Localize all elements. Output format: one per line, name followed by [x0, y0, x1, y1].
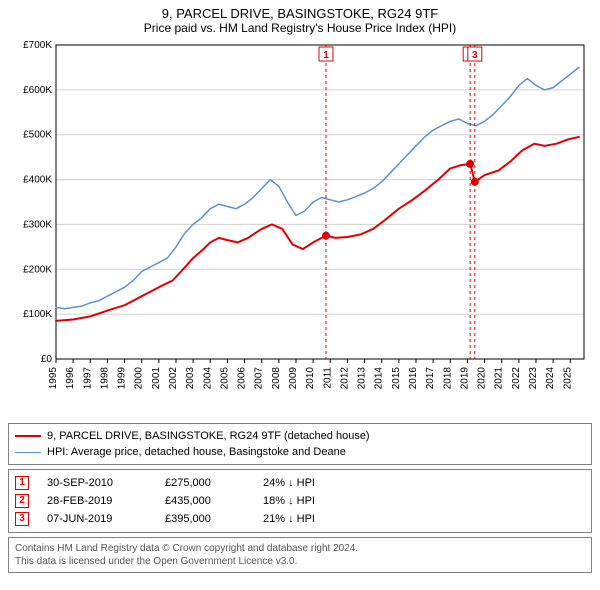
- event-row-date: 07-JUN-2019: [47, 510, 147, 528]
- x-tick-label: 2005: [219, 367, 230, 390]
- legend-label: HPI: Average price, detached house, Basi…: [47, 444, 346, 460]
- event-row: 1 30-SEP-2010 £275,000 24% ↓ HPI: [15, 474, 585, 492]
- x-tick-label: 2006: [237, 367, 248, 390]
- x-tick-label: 1999: [117, 367, 128, 390]
- event-row-marker: 1: [15, 476, 29, 490]
- y-tick-label: £300K: [23, 219, 52, 230]
- event-row-date: 30-SEP-2010: [47, 474, 147, 492]
- legend-row: 9, PARCEL DRIVE, BASINGSTOKE, RG24 9TF (…: [15, 428, 585, 444]
- y-tick-label: £500K: [23, 130, 52, 141]
- chart-svg: £0 £100K £200K £300K £400K £500K £600K £700K 199…: [8, 39, 592, 419]
- x-tick-label: 2025: [562, 367, 573, 390]
- legend-swatch: [15, 452, 41, 453]
- x-tick-label: 2008: [271, 367, 282, 390]
- sale-dot: [466, 160, 474, 168]
- x-tick-label: 2004: [202, 367, 213, 390]
- event-row: 2 28-FEB-2019 £435,000 18% ↓ HPI: [15, 492, 585, 510]
- y-tick-label: £400K: [23, 175, 52, 186]
- x-tick-label: 2016: [408, 367, 419, 390]
- event-marker-label: 1: [323, 50, 329, 61]
- chart: £0 £100K £200K £300K £400K £500K £600K £700K 199…: [8, 39, 592, 419]
- x-tick-label: 2002: [168, 367, 179, 390]
- y-tick-label: £200K: [23, 264, 52, 275]
- x-tick-label: 2001: [151, 367, 162, 390]
- footer-line: This data is licensed under the Open Gov…: [15, 555, 585, 568]
- x-tick-label: 2022: [511, 367, 522, 390]
- page-subtitle: Price paid vs. HM Land Registry's House …: [8, 21, 592, 35]
- x-tick-label: 2018: [442, 367, 453, 390]
- x-tick-label: 2012: [339, 367, 350, 390]
- sale-dot: [471, 178, 479, 186]
- event-row-marker: 3: [15, 512, 29, 526]
- x-tick-label: 2014: [374, 367, 385, 390]
- y-tick-label: £700K: [23, 40, 52, 51]
- plot-area: [56, 45, 584, 359]
- x-tick-label: 2010: [305, 367, 316, 390]
- x-tick-label: 2020: [477, 367, 488, 390]
- legend-label: 9, PARCEL DRIVE, BASINGSTOKE, RG24 9TF (…: [47, 428, 370, 444]
- x-tick-label: 2009: [288, 367, 299, 390]
- x-tick-label: 2021: [494, 367, 505, 390]
- legend-row: HPI: Average price, detached house, Basi…: [15, 444, 585, 460]
- x-tick-label: 2023: [528, 367, 539, 390]
- x-tick-label: 1996: [65, 367, 76, 390]
- sale-dot: [322, 232, 330, 240]
- event-row-delta: 24% ↓ HPI: [263, 474, 315, 492]
- x-tick-label: 2017: [425, 367, 436, 390]
- event-row-price: £395,000: [165, 510, 245, 528]
- legend-swatch: [15, 435, 41, 437]
- footer: Contains HM Land Registry data © Crown c…: [8, 537, 592, 573]
- page-title: 9, PARCEL DRIVE, BASINGSTOKE, RG24 9TF: [8, 6, 592, 21]
- event-row-delta: 18% ↓ HPI: [263, 492, 315, 510]
- footer-line: Contains HM Land Registry data © Crown c…: [15, 542, 585, 555]
- x-tick-label: 2013: [357, 367, 368, 390]
- y-tick-label: £600K: [23, 85, 52, 96]
- x-tick-label: 2015: [391, 367, 402, 390]
- x-tick-label: 1997: [82, 367, 93, 390]
- event-row: 3 07-JUN-2019 £395,000 21% ↓ HPI: [15, 510, 585, 528]
- event-marker-label: 3: [472, 50, 478, 61]
- event-row-date: 28-FEB-2019: [47, 492, 147, 510]
- event-row-marker: 2: [15, 494, 29, 508]
- x-tick-label: 2007: [254, 367, 265, 390]
- event-row-delta: 21% ↓ HPI: [263, 510, 315, 528]
- event-row-price: £435,000: [165, 492, 245, 510]
- x-tick-label: 1995: [48, 367, 59, 390]
- x-tick-label: 2024: [545, 367, 556, 390]
- events-table: 1 30-SEP-2010 £275,000 24% ↓ HPI 2 28-FEB-201…: [8, 469, 592, 533]
- x-tick-label: 2019: [459, 367, 470, 390]
- y-tick-label: £0: [41, 354, 53, 365]
- event-row-price: £275,000: [165, 474, 245, 492]
- x-tick-label: 2011: [322, 367, 333, 389]
- legend: 9, PARCEL DRIVE, BASINGSTOKE, RG24 9TF (…: [8, 423, 592, 465]
- x-tick-label: 1998: [99, 367, 110, 390]
- y-tick-label: £100K: [23, 309, 52, 320]
- x-tick-label: 2003: [185, 367, 196, 390]
- x-tick-label: 2000: [134, 367, 145, 390]
